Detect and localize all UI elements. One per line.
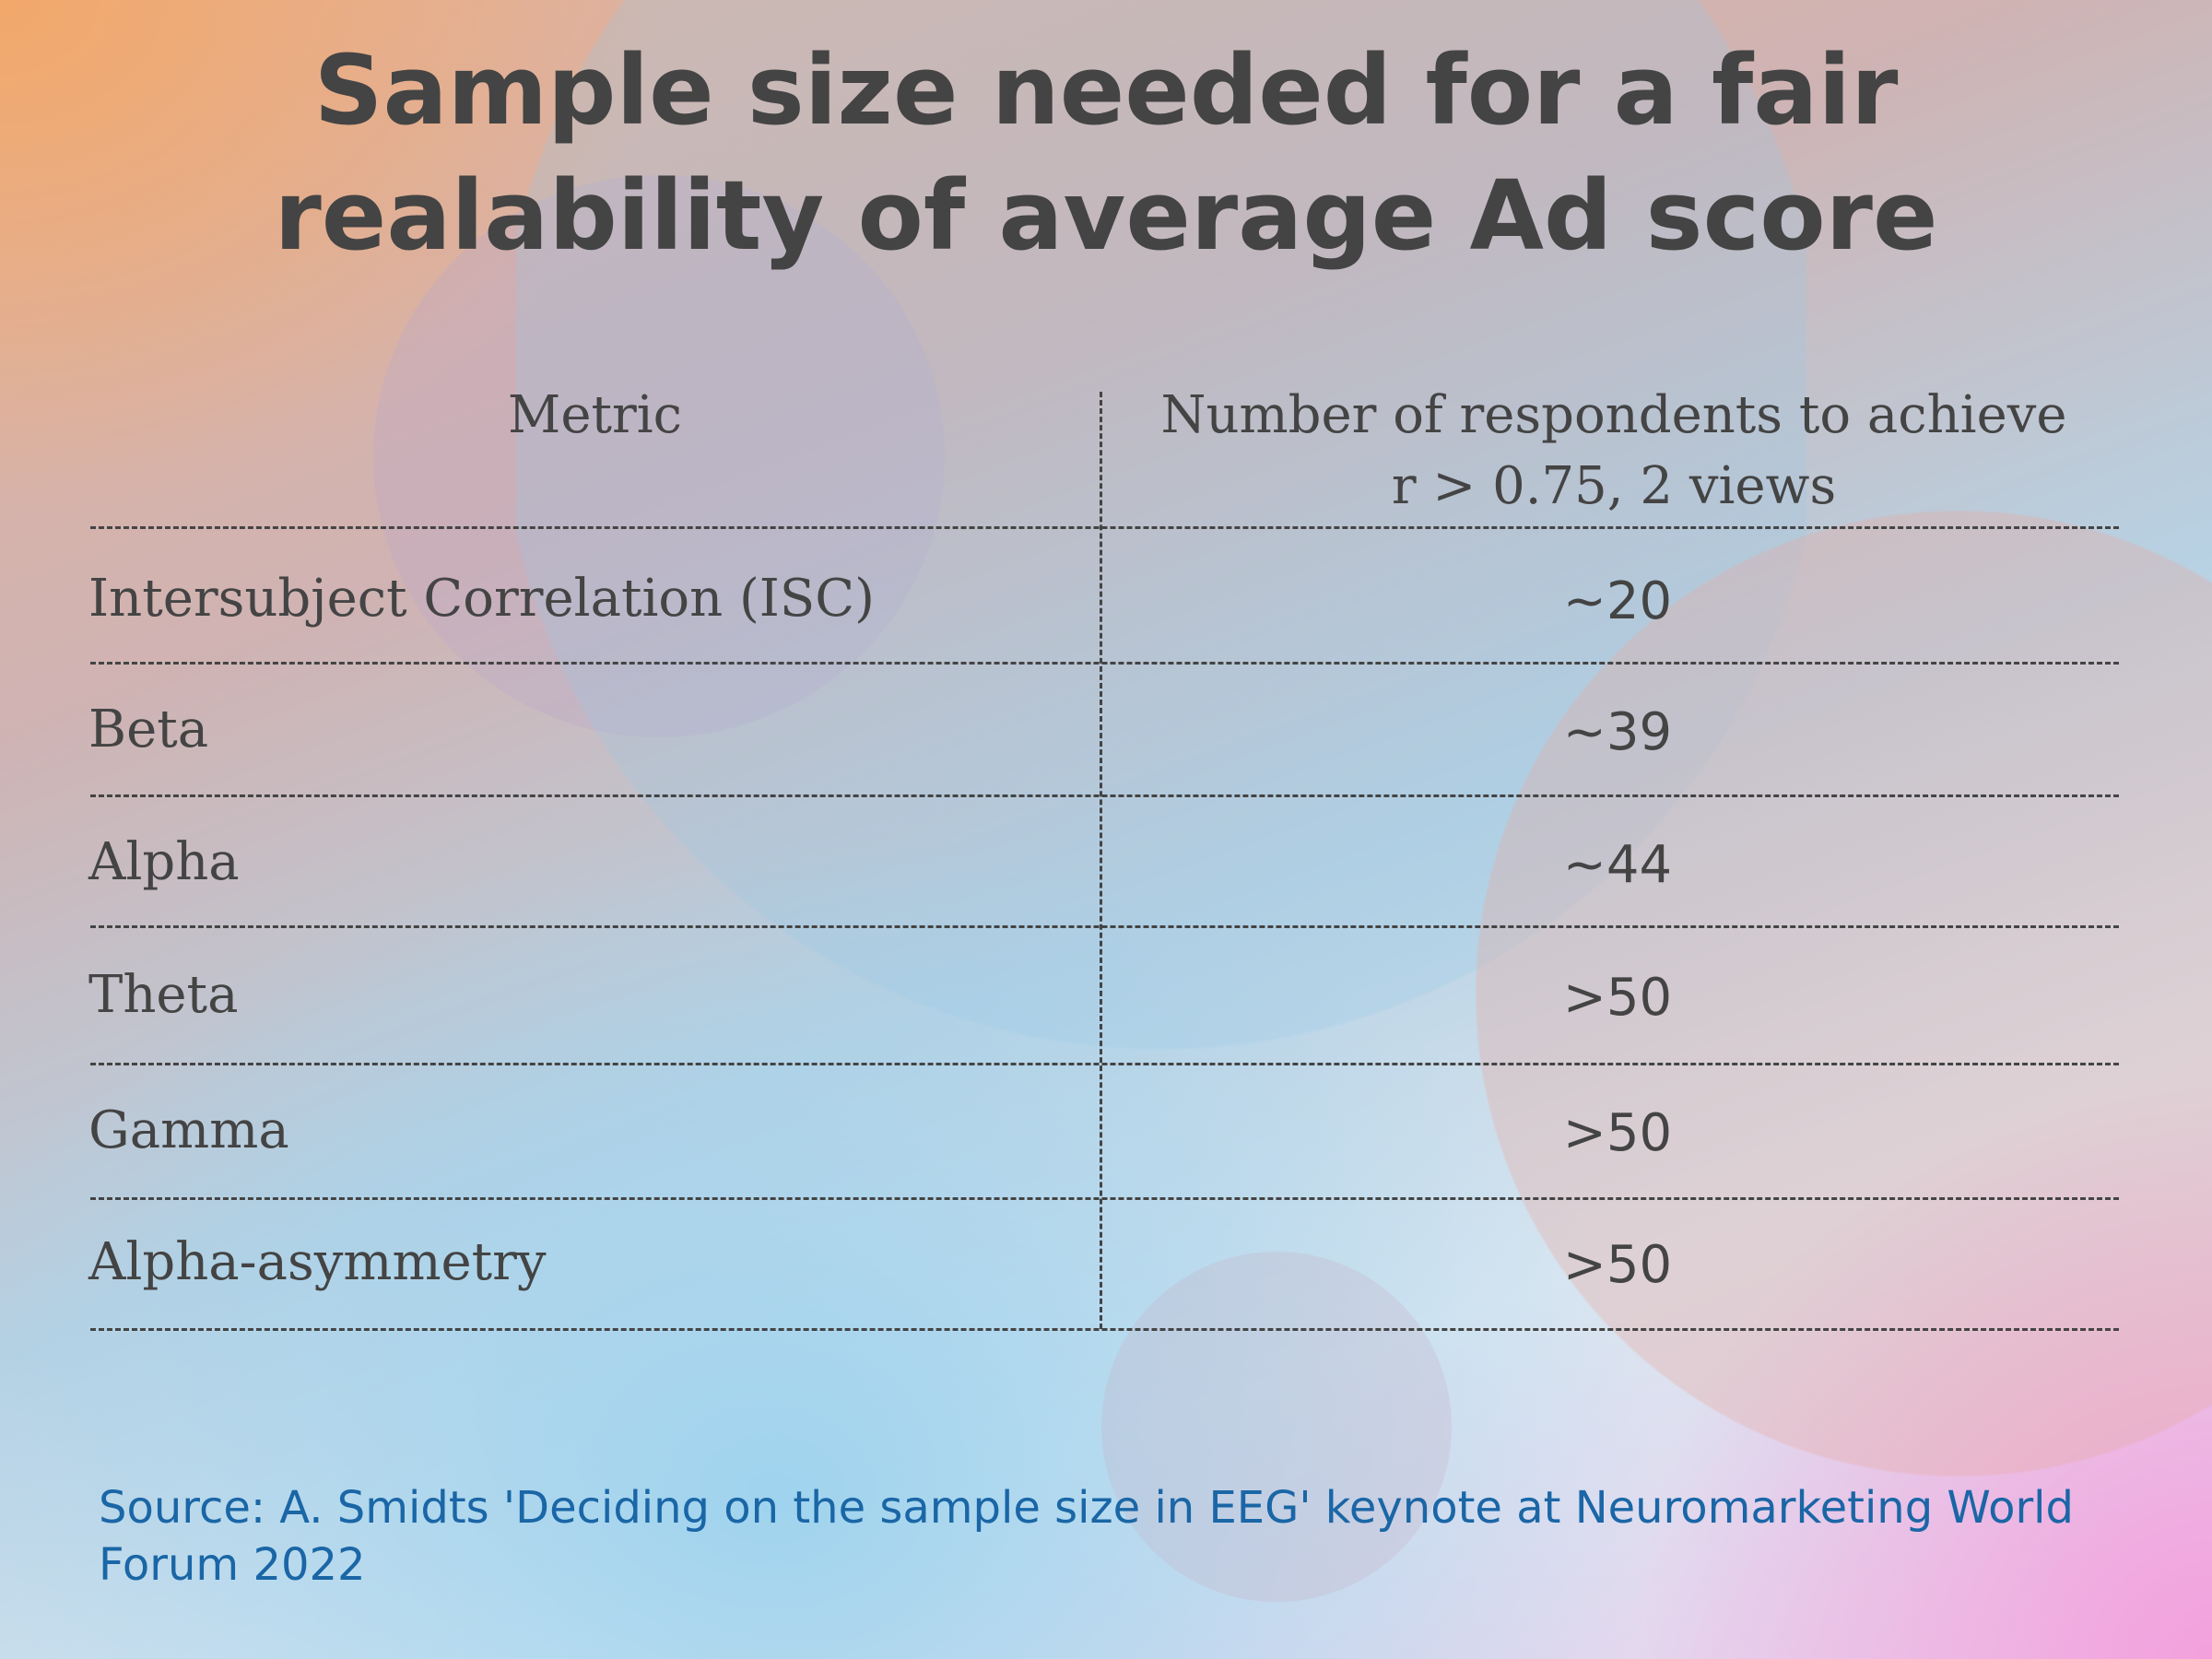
value-cell: >50 [1562,968,1673,1028]
decor-circle [373,175,945,737]
row-divider [90,1197,2119,1200]
header-respondents-line-1: Number of respondents to achieve [1160,385,2067,445]
decor-circle [516,0,1806,1051]
header-respondents-line-2: r > 0.75, 2 views [1391,456,1837,516]
metric-cell: Intersubject Correlation (ISC) [88,569,875,629]
row-divider [90,526,2119,529]
value-cell: >50 [1562,1235,1673,1295]
source-citation: Source: A. Smidts 'Deciding on the sampl… [99,1482,2074,1591]
row-divider [90,662,2119,665]
decor-circle [1452,510,2212,1477]
row-divider [90,794,2119,797]
header-metric: Metric [507,385,683,445]
row-divider [90,1328,2119,1331]
row-divider [90,1063,2119,1065]
value-cell: >50 [1562,1103,1673,1163]
value-cell: ~39 [1562,702,1673,762]
title-line-2: realability of average Ad score [274,159,1938,272]
row-divider [90,925,2119,928]
metric-cell: Gamma [88,1100,289,1160]
title-line-1: Sample size needed for a fair [313,34,1899,147]
page-title: Sample size needed for a fair realabilit… [0,28,2212,278]
metric-cell: Alpha-asymmetry [88,1232,547,1292]
metric-cell: Theta [88,965,239,1025]
decor-circle [1101,1252,1452,1602]
metric-cell: Alpha [88,832,240,892]
value-cell: ~44 [1562,835,1673,895]
metric-cell: Beta [88,700,209,759]
value-cell: ~20 [1562,571,1673,631]
header-respondents: Number of respondents to achieve r > 0.7… [1102,380,2125,522]
column-divider [1100,392,1102,1329]
